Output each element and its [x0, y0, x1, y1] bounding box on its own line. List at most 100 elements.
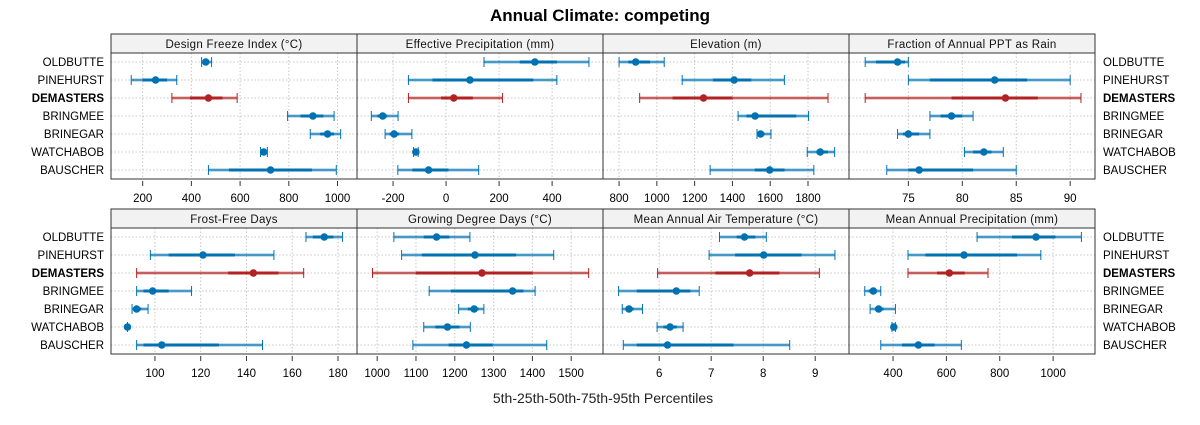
x-tick-label: 9: [812, 368, 818, 380]
row-label: PINEHURST: [1103, 75, 1169, 87]
median-point: [470, 305, 478, 313]
median-point: [443, 323, 452, 331]
percentile-mark-bringmee: [287, 111, 335, 121]
x-tick-label: 1300: [481, 368, 507, 380]
percentile-mark-oldbutte: [201, 57, 213, 67]
percentile-mark-bringmee: [136, 286, 193, 296]
x-tick-label: 600: [937, 368, 956, 380]
median-point: [914, 341, 923, 349]
percentile-mark-watchabob: [259, 147, 268, 157]
median-point: [751, 112, 759, 120]
percentile-mark-pinehurst: [681, 75, 785, 85]
chart-title: Annual Climate: competing: [490, 6, 710, 25]
x-tick-label: 400: [883, 368, 902, 380]
row-label: DEMASTERS: [1103, 268, 1176, 280]
row-label: WATCHABOB: [31, 322, 104, 334]
x-axis-ticks: 75 80 85 90: [902, 181, 1077, 205]
percentile-mark-bringmee: [929, 111, 974, 121]
median-point: [151, 76, 160, 84]
percentile-mark-bauscher: [886, 165, 1017, 175]
x-tick-label: 180: [328, 368, 347, 380]
percentile-mark-demasters: [657, 268, 820, 278]
row-label: PINEHURST: [1103, 250, 1169, 262]
median-point: [765, 166, 774, 174]
percentile-mark-brinegar: [309, 129, 342, 139]
median-point: [320, 233, 329, 241]
median-point: [309, 112, 317, 120]
x-tick-label: 1200: [442, 368, 468, 380]
x-tick-label: 1000: [325, 193, 351, 205]
percentile-mark-bringmee: [864, 286, 882, 296]
row-label: WATCHABOB: [31, 147, 104, 159]
percentile-mark-watchabob: [423, 322, 471, 332]
median-point: [745, 269, 754, 277]
panel-7: Mean Annual Air Temperature (°C) 6 7 8 9: [602, 208, 850, 380]
median-point: [432, 233, 441, 241]
median-point: [259, 148, 268, 156]
percentile-mark-oldbutte: [976, 232, 1082, 242]
x-tick-label: 90: [1064, 193, 1077, 205]
median-point: [462, 341, 471, 349]
row-label: OLDBUTTE: [43, 232, 105, 244]
median-point: [531, 58, 539, 66]
row-label: WATCHABOB: [1103, 147, 1176, 159]
percentile-mark-oldbutte: [864, 57, 909, 67]
percentile-mark-bauscher: [709, 165, 815, 175]
x-axis-ticks: 200 400 600 800 1000: [133, 181, 350, 205]
x-tick-label: 1000: [364, 368, 390, 380]
percentile-mark-pinehurst: [401, 250, 555, 260]
x-tick-label: 200: [133, 193, 152, 205]
percentile-mark-demasters: [372, 268, 590, 278]
percentile-mark-brinegar: [621, 304, 644, 314]
percentile-mark-bringmee: [428, 286, 536, 296]
median-point: [980, 148, 988, 156]
row-labels-bottom-left: OLDBUTTE PINEHURST DEMASTERS BRINGMEE BRINEG…: [31, 232, 104, 352]
row-label: BRINEGAR: [44, 129, 104, 141]
panel-6: Growing Degree Days (°C) 1000 1100 1200 1300…: [356, 208, 604, 380]
percentile-mark-demasters: [407, 93, 504, 103]
x-axis-ticks: 1000 1100 1200 1300 1400 1500: [364, 356, 584, 380]
percentile-mark-brinegar: [897, 129, 931, 139]
row-label: OLDBUTTE: [1103, 57, 1165, 69]
panel-frame: [848, 52, 1096, 180]
percentile-mark-bauscher: [136, 340, 263, 350]
x-axis-ticks: 6 7 8 9: [656, 356, 818, 380]
median-point: [201, 58, 210, 66]
percentile-mark-brinegar: [756, 129, 772, 139]
median-point: [625, 305, 633, 313]
percentile-mark-oldbutte: [718, 232, 767, 242]
row-label: BRINEGAR: [1103, 304, 1163, 316]
percentile-mark-bringmee: [618, 286, 700, 296]
median-point: [249, 269, 258, 277]
panel-title: Mean Annual Air Temperature (°C): [634, 214, 819, 226]
percentile-mark-brinegar: [869, 304, 896, 314]
x-tick-label: 85: [1010, 193, 1023, 205]
x-tick-label: 140: [237, 368, 256, 380]
x-tick-label: 1200: [682, 193, 708, 205]
percentile-mark-demasters: [907, 268, 989, 278]
row-label: DEMASTERS: [32, 93, 105, 105]
percentile-mark-bauscher: [622, 340, 791, 350]
median-point: [990, 76, 999, 84]
percentile-mark-watchabob: [412, 147, 420, 157]
percentile-mark-demasters: [639, 93, 829, 103]
percentile-mark-oldbutte: [483, 57, 590, 67]
panel-grid: Design Freeze Index (°C)200 400 600 800 1000…: [110, 33, 1096, 380]
median-point: [759, 251, 768, 259]
row-label: BAUSCHER: [1103, 165, 1167, 177]
median-point: [1001, 94, 1010, 102]
median-point: [148, 287, 157, 295]
x-tick-label: 1100: [404, 368, 429, 380]
median-point: [756, 130, 765, 138]
x-tick-label: 6: [656, 368, 662, 380]
median-point: [893, 58, 902, 66]
row-labels-top-left: OLDBUTTE PINEHURST DEMASTERS BRINGMEE BRINEG…: [31, 57, 104, 177]
median-point: [874, 305, 883, 313]
panel-title: Fraction of Annual PPT as Rain: [887, 39, 1056, 51]
median-point: [199, 251, 207, 259]
row-label: WATCHABOB: [1103, 322, 1176, 334]
panel-title: Effective Precipitation (mm): [406, 39, 555, 51]
panel-title: Mean Annual Precipitation (mm): [886, 214, 1059, 226]
x-tick-label: 800: [609, 193, 628, 205]
